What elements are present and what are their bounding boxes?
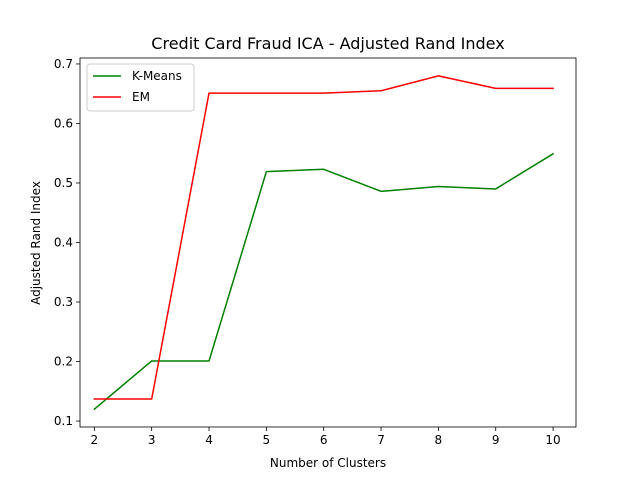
x-tick-label: 4 <box>205 433 213 447</box>
series-lines <box>93 75 555 411</box>
plot-background <box>80 58 576 427</box>
chart-title: Credit Card Fraud ICA - Adjusted Rand In… <box>151 34 504 53</box>
x-tick-label: 3 <box>148 433 156 447</box>
y-tick-label: 0.3 <box>54 295 73 309</box>
y-tick-label: 0.5 <box>54 176 73 190</box>
y-tick-label: 0.7 <box>54 57 73 71</box>
legend-entry: EM <box>132 90 150 104</box>
y-axis-label: Adjusted Rand Index <box>29 181 43 305</box>
x-tick-label: 5 <box>263 433 271 447</box>
y-tick-label: 0.4 <box>54 236 73 250</box>
y-tick-label: 0.1 <box>54 414 73 428</box>
legend-entry: K-Means <box>132 69 182 83</box>
x-axis-label: Number of Clusters <box>270 456 386 470</box>
x-tick-label: 6 <box>320 433 328 447</box>
x-tick-label: 2 <box>91 433 99 447</box>
x-tick-label: 9 <box>492 433 500 447</box>
axes: 2 3 4 5 6 7 8 9 10 0.1 0.2 0.3 0.4 0.5 0.6 0.7 <box>54 57 577 447</box>
y-tick-label: 0.6 <box>54 116 73 130</box>
x-tick-label: 10 <box>545 433 560 447</box>
x-tick-label: 7 <box>377 433 385 447</box>
series-line-kmeans <box>93 152 555 411</box>
legend: K-Means EM <box>86 63 195 112</box>
y-tick-label: 0.2 <box>54 355 73 369</box>
plot-area <box>80 58 576 427</box>
series-line-em <box>93 75 554 400</box>
x-tick-label: 8 <box>435 433 443 447</box>
